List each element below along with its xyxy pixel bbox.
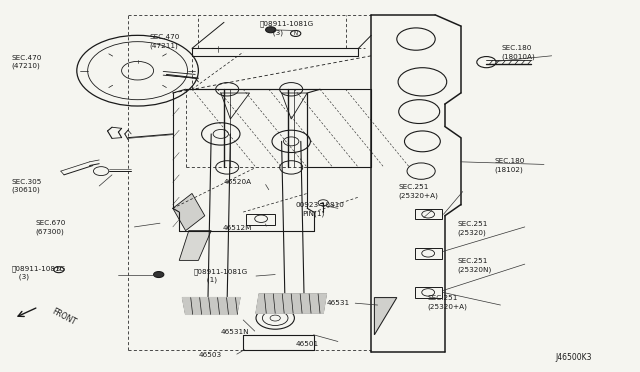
Text: ⓝ08911-1081G: ⓝ08911-1081G (259, 21, 314, 28)
Text: ⓝ08911-1081G: ⓝ08911-1081G (194, 268, 248, 275)
Text: J46500K3: J46500K3 (556, 353, 592, 362)
Text: ⓝ08911-1081G: ⓝ08911-1081G (12, 265, 66, 272)
Text: 46531N: 46531N (221, 329, 250, 335)
Text: SEC.470: SEC.470 (149, 34, 179, 40)
Text: 46512M: 46512M (223, 225, 252, 231)
Text: SEC.180: SEC.180 (495, 158, 525, 164)
Text: (30610): (30610) (12, 187, 40, 193)
Text: (47211): (47211) (149, 42, 178, 49)
Polygon shape (182, 298, 240, 314)
Text: N: N (294, 31, 298, 36)
Circle shape (266, 27, 276, 33)
Text: (25320+A): (25320+A) (398, 192, 438, 199)
Text: PIN(1): PIN(1) (302, 211, 324, 217)
Text: (3): (3) (12, 274, 29, 280)
Text: (18010A): (18010A) (501, 54, 535, 60)
Text: SEC.470: SEC.470 (12, 55, 42, 61)
Text: 46520A: 46520A (224, 179, 252, 185)
Circle shape (154, 272, 164, 278)
Text: SEC.251: SEC.251 (398, 184, 428, 190)
Polygon shape (374, 298, 397, 335)
Text: 00923-10810: 00923-10810 (296, 202, 344, 208)
Text: 46501: 46501 (296, 341, 319, 347)
Text: (3): (3) (266, 29, 283, 36)
Text: (67300): (67300) (35, 228, 64, 235)
Text: (25320N): (25320N) (458, 266, 492, 273)
Text: SEC.670: SEC.670 (35, 220, 65, 226)
Text: SEC.251: SEC.251 (458, 258, 488, 264)
Text: SEC.180: SEC.180 (501, 45, 531, 51)
Text: 46503: 46503 (198, 352, 221, 358)
Text: (18102): (18102) (495, 166, 524, 173)
Polygon shape (173, 193, 205, 231)
Text: SEC.251: SEC.251 (428, 295, 458, 301)
Text: N: N (57, 267, 61, 272)
Text: (47210): (47210) (12, 63, 40, 70)
Text: FRONT: FRONT (50, 307, 77, 327)
Polygon shape (256, 294, 326, 313)
Text: (25320): (25320) (458, 229, 486, 236)
Text: 46531: 46531 (326, 300, 349, 306)
Text: (25320+A): (25320+A) (428, 304, 467, 310)
Text: SEC.305: SEC.305 (12, 179, 42, 185)
Text: (1): (1) (200, 277, 218, 283)
Polygon shape (179, 231, 211, 260)
Text: SEC.251: SEC.251 (458, 221, 488, 227)
